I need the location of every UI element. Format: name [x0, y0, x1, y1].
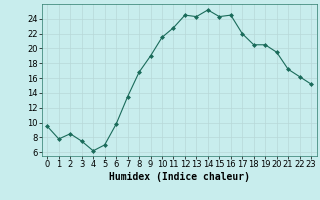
X-axis label: Humidex (Indice chaleur): Humidex (Indice chaleur) — [109, 172, 250, 182]
